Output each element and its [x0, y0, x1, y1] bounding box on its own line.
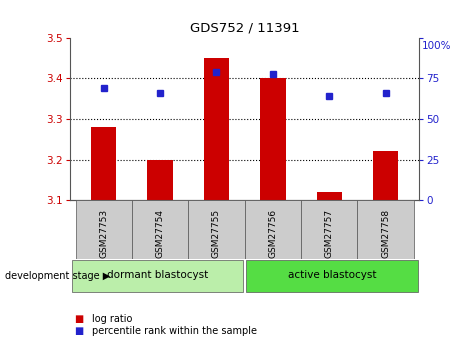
Text: GSM27758: GSM27758	[381, 209, 390, 258]
Text: ■: ■	[74, 314, 84, 324]
Bar	[147, 159, 173, 200]
Bar	[317, 192, 342, 200]
Text: GSM27754: GSM27754	[156, 209, 165, 258]
Bar	[204, 58, 229, 200]
Bar	[91, 127, 116, 200]
FancyBboxPatch shape	[189, 200, 245, 259]
Text: GSM27756: GSM27756	[268, 209, 277, 258]
FancyBboxPatch shape	[72, 260, 243, 292]
Text: log ratio: log ratio	[92, 314, 132, 324]
Title: GDS752 / 11391: GDS752 / 11391	[190, 21, 299, 34]
Bar	[260, 79, 285, 200]
Text: ■: ■	[74, 326, 84, 336]
Text: GSM27753: GSM27753	[99, 209, 108, 258]
FancyBboxPatch shape	[246, 260, 418, 292]
Text: development stage ▶: development stage ▶	[5, 271, 110, 281]
FancyBboxPatch shape	[358, 200, 414, 259]
FancyBboxPatch shape	[301, 200, 358, 259]
Text: 100%: 100%	[422, 41, 451, 51]
FancyBboxPatch shape	[132, 200, 189, 259]
Text: GSM27757: GSM27757	[325, 209, 334, 258]
FancyBboxPatch shape	[76, 200, 132, 259]
Text: active blastocyst: active blastocyst	[288, 270, 376, 280]
Text: percentile rank within the sample: percentile rank within the sample	[92, 326, 257, 336]
Text: GSM27755: GSM27755	[212, 209, 221, 258]
Text: dormant blastocyst: dormant blastocyst	[106, 270, 208, 280]
FancyBboxPatch shape	[245, 200, 301, 259]
Bar	[373, 151, 398, 200]
